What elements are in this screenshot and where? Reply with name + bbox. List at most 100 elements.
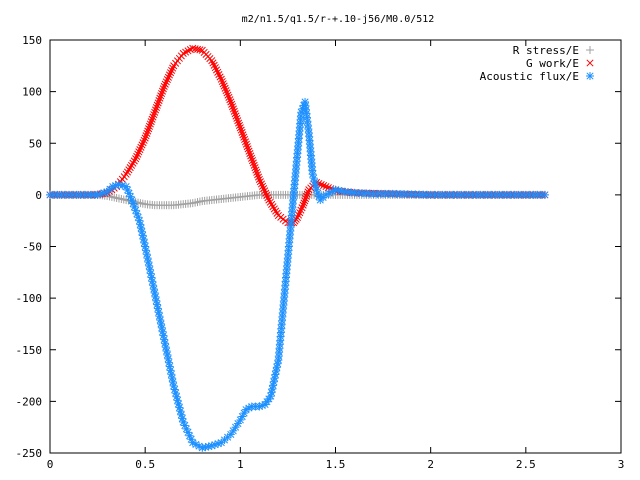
data-point	[134, 213, 143, 222]
series-acoustic-flux-e	[46, 97, 549, 452]
data-point	[146, 120, 154, 128]
x-tick-label: 2	[427, 458, 434, 471]
legend-label: R stress/E	[513, 44, 579, 57]
data-point	[247, 152, 255, 160]
data-point	[540, 190, 549, 199]
data-point	[251, 164, 259, 172]
data-point	[235, 119, 243, 127]
data-point	[253, 168, 261, 176]
data-point	[300, 199, 308, 207]
data-point	[255, 175, 263, 183]
data-point	[163, 76, 171, 84]
data-point	[258, 182, 267, 190]
y-axis-ticks: 150 100 50 0 -50 -100 -150 -200 -250	[16, 34, 621, 460]
data-point	[129, 199, 138, 208]
series-layer	[46, 44, 549, 452]
chart-title: m2/n1.5/q1.5/r-+.10-j56/M0.0/512	[242, 14, 435, 25]
data-point	[153, 304, 162, 313]
plot-frame	[49, 39, 622, 454]
data-point	[180, 421, 189, 430]
x-tick-label: 3	[618, 458, 625, 471]
data-point	[158, 89, 166, 98]
data-point	[249, 159, 257, 167]
data-point	[162, 78, 170, 86]
x-axis-ticks: 0 0.5 1 1.5 2 2.5 3	[47, 40, 625, 471]
data-point	[239, 131, 247, 139]
y-tick-label: -250	[16, 447, 43, 460]
data-point	[157, 92, 165, 100]
data-point	[139, 139, 147, 147]
data-point	[159, 85, 167, 93]
data-point	[320, 182, 328, 190]
data-point	[179, 418, 188, 427]
data-point	[226, 96, 234, 104]
data-point	[252, 166, 260, 174]
y-tick-label: 50	[29, 137, 42, 150]
data-point	[145, 122, 154, 130]
data-point	[151, 108, 159, 116]
y-tick-label: -200	[16, 395, 43, 408]
data-point	[322, 183, 330, 191]
legend-marker	[586, 46, 594, 54]
data-point	[154, 99, 162, 107]
data-point	[152, 296, 161, 305]
data-point	[254, 173, 263, 181]
data-point	[224, 91, 232, 99]
x-tick-label: 0	[47, 458, 54, 471]
data-point	[217, 75, 225, 83]
data-point	[136, 146, 144, 154]
data-point	[227, 98, 235, 106]
data-point	[272, 366, 281, 375]
data-point	[161, 80, 169, 88]
data-point	[236, 124, 244, 132]
data-point	[135, 148, 143, 156]
data-point	[264, 194, 272, 202]
data-point	[196, 46, 204, 54]
data-point	[260, 185, 268, 193]
data-point	[222, 87, 230, 95]
y-tick-label: 0	[35, 189, 42, 202]
data-point	[134, 150, 142, 158]
data-point	[143, 129, 151, 137]
data-point	[262, 189, 270, 197]
x-tick-label: 0.5	[135, 458, 155, 471]
data-point	[151, 106, 160, 114]
data-point	[150, 111, 158, 119]
data-point	[141, 134, 149, 142]
data-point	[228, 100, 236, 108]
data-point	[220, 82, 228, 90]
data-point	[156, 94, 164, 102]
data-point	[166, 69, 175, 77]
data-point	[214, 68, 222, 76]
data-point	[165, 71, 174, 79]
data-point	[133, 152, 141, 160]
data-point	[237, 126, 245, 134]
data-point	[243, 142, 251, 151]
data-point	[153, 101, 161, 109]
legend-marker	[586, 72, 594, 80]
data-point	[240, 133, 248, 141]
legend-label: Acoustic flux/E	[480, 70, 579, 83]
data-point	[169, 64, 177, 72]
data-point	[234, 117, 242, 125]
data-point	[302, 192, 310, 200]
data-point	[158, 87, 167, 95]
data-point	[304, 188, 312, 196]
data-point	[223, 89, 231, 97]
data-point	[149, 113, 157, 121]
data-point	[242, 140, 250, 148]
data-point	[263, 191, 271, 200]
data-point	[254, 171, 262, 179]
data-point	[245, 147, 253, 155]
data-point	[164, 73, 172, 81]
data-point	[250, 161, 258, 169]
data-point	[257, 180, 266, 188]
data-point	[208, 57, 216, 65]
data-point	[212, 66, 221, 74]
x-tick-label: 1.5	[326, 458, 346, 471]
data-point	[235, 121, 244, 129]
data-point	[221, 84, 229, 92]
data-point	[160, 82, 168, 91]
data-point	[256, 178, 264, 186]
